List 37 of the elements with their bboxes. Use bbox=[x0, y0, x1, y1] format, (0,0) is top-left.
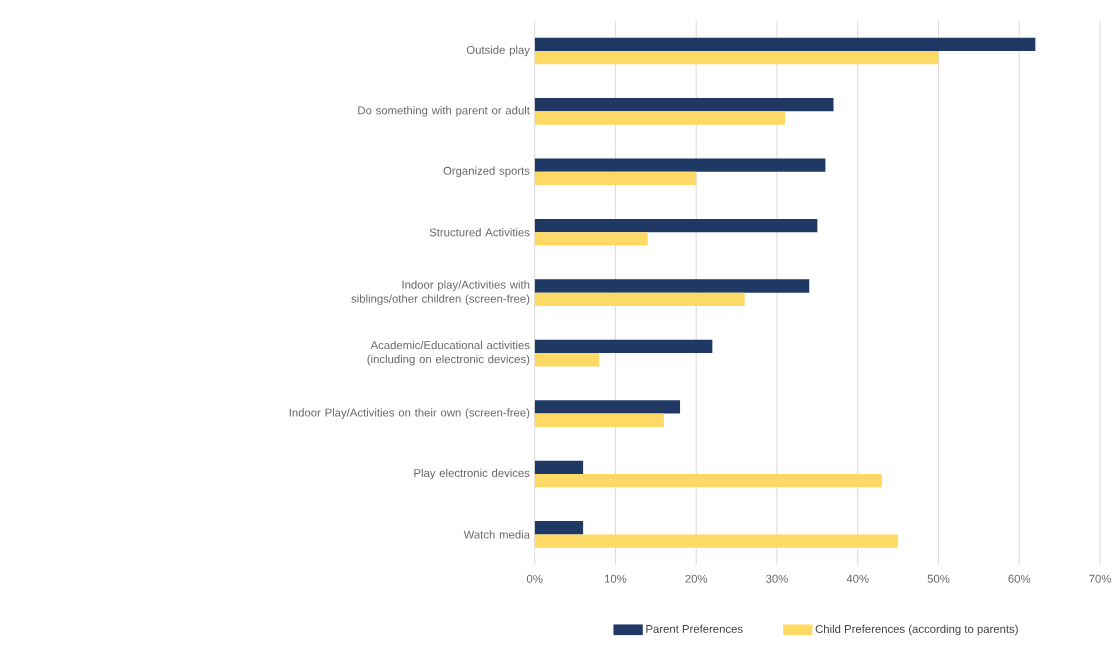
bar bbox=[534, 413, 664, 428]
bar bbox=[534, 37, 1036, 52]
y-tick-label: Indoor play/Activities with siblings/other children (screen-free) bbox=[351, 280, 530, 306]
x-tick-label: 50% bbox=[927, 574, 950, 583]
x-tick-label: 20% bbox=[685, 574, 708, 583]
y-tick-label: Do something with parent or adult bbox=[358, 106, 530, 117]
y-tick-label: Academic/Educational activities (including on electronic devices) bbox=[367, 341, 530, 366]
bar bbox=[534, 111, 786, 125]
bar bbox=[534, 400, 681, 414]
x-tick-label: 10% bbox=[604, 574, 627, 583]
y-tick-label: Structured Activities bbox=[429, 228, 530, 237]
bar bbox=[534, 460, 584, 475]
y-tick-label: Organized sports bbox=[443, 166, 530, 178]
legend-label: Child Preferences (according to parents) bbox=[815, 624, 1018, 636]
bar bbox=[534, 158, 826, 172]
bar bbox=[534, 171, 697, 186]
bar bbox=[534, 51, 939, 65]
x-tick-label: 30% bbox=[766, 574, 788, 583]
bar bbox=[534, 353, 600, 367]
bar bbox=[534, 292, 745, 307]
y-tick-label: Play electronic devices bbox=[414, 468, 530, 480]
y-tick-label: Outside play bbox=[466, 45, 530, 57]
bar bbox=[534, 232, 648, 246]
bar bbox=[534, 474, 882, 488]
x-tick-label: 0% bbox=[526, 574, 543, 583]
bar bbox=[534, 98, 834, 112]
legend-label: Parent Preferences bbox=[646, 624, 743, 634]
bar bbox=[534, 534, 899, 548]
bar bbox=[534, 279, 810, 293]
y-tick-label: Watch media bbox=[463, 530, 530, 539]
x-tick-label: 40% bbox=[846, 574, 869, 583]
x-tick-label: 60% bbox=[1008, 574, 1031, 583]
bar bbox=[534, 339, 713, 354]
y-tick-label: Indoor Play/Activities on their own (screen-free) bbox=[289, 408, 530, 419]
bar bbox=[534, 521, 584, 535]
x-tick-label: 70% bbox=[1089, 574, 1111, 583]
bar bbox=[534, 219, 818, 233]
